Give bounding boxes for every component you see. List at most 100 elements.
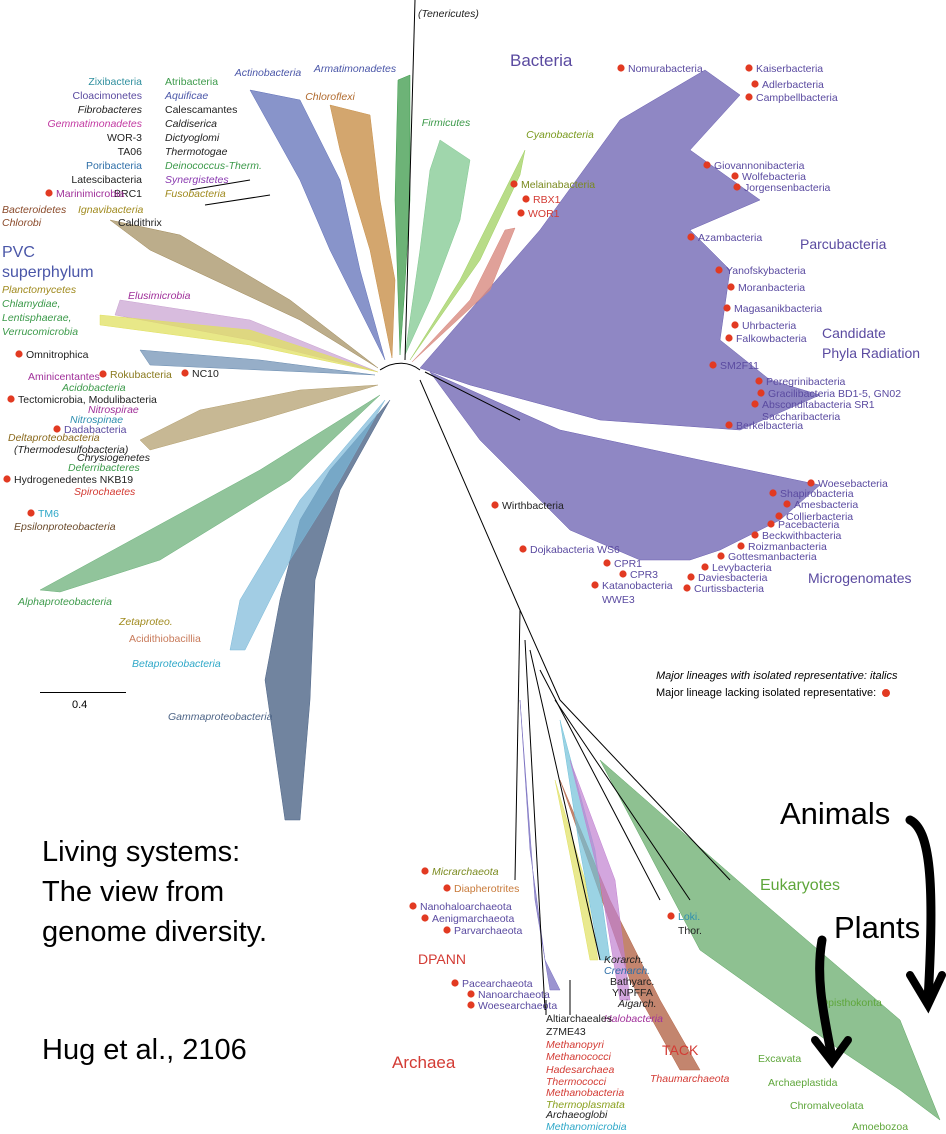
clade-wedge-20 [554,779,599,961]
taxon-label: Dojkabacteria WS6 [530,544,620,556]
taxon-label: Aenigmarchaeota [432,913,514,925]
red-dot-marker [715,266,723,274]
taxon-label: Collierbacteria [786,511,853,523]
taxon-label: Adlerbacteria [762,79,824,91]
archaea-domain-label: Archaea [392,1053,456,1072]
clade-wedge-18 [519,699,561,991]
taxon-label: Rokubacteria [110,369,172,381]
taxon-label: Berkelbacteria [736,420,803,432]
citation: Hug et al., 2106 [42,1034,247,1066]
taxon-label: Chrysiogenetes [77,452,151,464]
red-dot-marker [491,501,499,509]
pvc-group-label-line1: PVC [2,244,35,261]
clade-wedge-11 [329,104,396,359]
red-dot-marker [731,321,739,329]
parcubacteria-group-label: Parcubacteria [800,236,887,252]
tack-group-label: TACK [662,1042,699,1058]
taxon-label: Chlorobi [2,217,42,229]
taxon-label: Pacearchaeota [462,978,533,990]
taxon-label: Parvarchaeota [454,925,522,937]
red-dot-icon [882,689,891,698]
eukaryotes-domain-label: Eukaryotes [760,877,840,894]
taxon-label: Deinococcus-Therm. [165,160,262,172]
dpann-group-label: DPANN [418,951,466,967]
taxon-label: Chromalveolata [790,1100,864,1112]
taxon-label: Gottesmanbacteria [728,551,817,563]
taxon-label: Thermotogae [165,146,228,158]
plants-arrow-head [811,1036,852,1069]
archaea-branch-3 [529,649,601,961]
red-dot-marker [757,389,765,397]
red-dot-marker [769,489,777,497]
taxon-label: Micrarchaeota [432,866,499,878]
legend: Major lineages with isolated representat… [656,668,898,702]
red-dot-marker [667,912,675,920]
clade-wedge-7 [109,219,379,369]
taxon-label: Dictyoglomi [165,132,220,144]
clade-wedge-1 [429,371,821,561]
taxon-label: Alphaproteobacteria [17,596,112,608]
taxon-label: Methanococci [546,1051,611,1063]
taxon-label: Deferribacteres [68,462,141,474]
taxon-label: RBX1 [533,194,561,206]
taxon-label: Omnitrophica [26,349,89,361]
clade-wedge-12 [394,74,411,356]
taxon-label: Methanopyri [546,1039,604,1051]
red-dot-marker [723,304,731,312]
red-dot-marker [745,93,753,101]
taxon-label: Thor. [678,925,702,937]
taxon-label: Altiarchaeales [546,1013,612,1025]
taxon-label: Hadesarchaea [546,1064,614,1076]
root-branch [379,362,421,371]
red-dot-marker [3,475,11,483]
taxon-label: Yanofskybacteria [726,265,806,277]
red-dot-marker [467,1001,475,1009]
red-dot-marker [687,233,695,241]
taxon-label: WOR1 [528,208,560,220]
taxon-label: TM6 [38,508,59,520]
taxon-label: Curtissbacteria [694,583,764,595]
taxon-label: Woesebacteria [818,478,888,490]
taxon-label: Crenarch. [604,965,650,977]
taxon-label: Caldiserica [165,118,217,130]
bacteria-domain-label: Bacteria [510,51,573,70]
taxon-label: Nitrospirae [88,404,139,416]
taxon-label: Acidobacteria [61,382,126,394]
taxon-label: Fusobacteria [165,188,226,200]
taxon-label: Beckwithbacteria [762,530,842,542]
red-dot-marker [99,370,107,378]
clade-wedge-9 [99,314,379,373]
taxon-label: Ignavibacteria [78,204,144,216]
red-dot-marker [751,531,759,539]
red-dot-marker [725,421,733,429]
taxon-label: Diapherotrites [454,883,519,895]
plants-arrow [815,935,837,1063]
taxon-label: Z7ME43 [546,1026,586,1038]
taxon-label: BRC1 [114,188,142,200]
taxon-label: Chlamydiae, [2,298,60,310]
taxon-label: Pacebacteria [778,519,839,531]
taxon-label: Katanobacteria [602,580,673,592]
taxon-label: Amesbacteria [794,499,858,511]
taxon-label: Daviesbacteria [698,572,768,584]
taxon-label: Levybacteria [712,562,772,574]
taxon-label: Poribacteria [86,160,142,172]
clade-wedges [39,69,941,1121]
taxon-label: Thermoplasmata [546,1099,625,1111]
taxon-label: Synergistetes [165,174,229,186]
taxon-label: Moranbacteria [738,282,805,294]
red-dot-marker [807,479,815,487]
taxon-label: Gemmatimonadetes [47,118,142,130]
taxon-label: Absconditabacteria SR1 [762,399,875,411]
clade-wedge-21 [569,759,631,1001]
taxon-label: Falkowbacteria [736,333,807,345]
taxon-label: Shapirobacteria [780,488,854,500]
taxon-label: Saccharibacteria [762,411,840,423]
taxon-label: Dadabacteria [64,424,127,436]
clade-wedge-10 [249,89,386,361]
cpr-group-label-line2: Phyla Radiation [822,345,920,361]
red-dot-marker [7,395,15,403]
taxon-label: Betaproteobacteria [132,658,221,670]
red-dot-marker [27,509,35,517]
red-dot-marker [725,334,733,342]
